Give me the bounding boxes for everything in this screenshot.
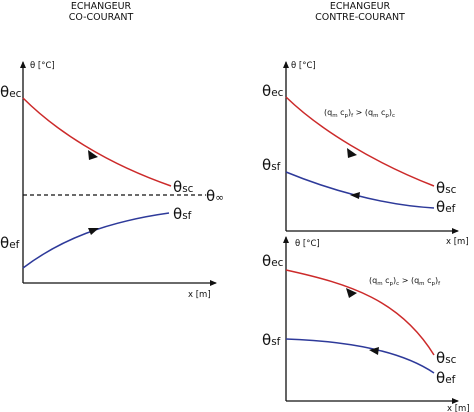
cocurrent-theta-ef-label: θef bbox=[0, 234, 20, 252]
counterflow-top-condition: (qm cp)f > (qm cp)c bbox=[324, 108, 395, 119]
cocurrent-title-line1: ECHANGEUR bbox=[71, 1, 132, 12]
counterflow-top-theta-ef-label: θef bbox=[436, 198, 456, 216]
cocurrent-panel: ECHANGEUR CO-COURANT θ [°C] x [m] θec θs… bbox=[0, 1, 224, 300]
counterflow-top-theta-ec-label: θec bbox=[262, 82, 284, 100]
counterflow-bottom-theta-sf-label: θsf bbox=[262, 331, 281, 349]
cocurrent-y-axis-label: θ [°C] bbox=[30, 61, 55, 71]
cocurrent-theta-ec-label: θec bbox=[0, 83, 22, 101]
counterflow-title-line1: ECHANGEUR bbox=[330, 1, 391, 12]
counterflow-top-y-axis-label: θ [°C] bbox=[291, 61, 316, 71]
counterflow-bottom-theta-sc-label: θsc bbox=[436, 349, 457, 367]
counterflow-top-hot-flow-arrow bbox=[347, 148, 357, 158]
counterflow-bottom-condition: (qm cp)c > (qm cp)f bbox=[369, 276, 441, 287]
counterflow-title-line2: CONTRE-COURANT bbox=[315, 12, 405, 23]
cocurrent-title-line2: CO-COURANT bbox=[69, 12, 134, 23]
counterflow-bottom-theta-ef-label: θef bbox=[436, 369, 456, 387]
cocurrent-x-axis-label: x [m] bbox=[188, 290, 211, 300]
counterflow-top-panel: θ [°C] x [m] (qm cp)f > (qm cp)c θec θsf… bbox=[262, 61, 469, 247]
cocurrent-theta-inf-label: θ∞ bbox=[206, 187, 224, 205]
counterflow-top-theta-sf-label: θsf bbox=[262, 156, 281, 174]
counterflow-top-theta-sc-label: θsc bbox=[436, 179, 457, 197]
cocurrent-hot-flow-arrow bbox=[88, 150, 98, 160]
cocurrent-hot-curve bbox=[23, 98, 171, 186]
counterflow-bottom-cold-curve bbox=[286, 339, 434, 373]
cocurrent-theta-sc-label: θsc bbox=[173, 178, 194, 196]
cocurrent-theta-sf-label: θsf bbox=[173, 205, 192, 223]
counterflow-bottom-panel: θ [°C] x [m] (qm cp)c > (qm cp)f θec θsf… bbox=[262, 237, 470, 412]
counterflow-top-cold-flow-arrow bbox=[350, 192, 360, 199]
counterflow-top-x-axis-label: x [m] bbox=[446, 237, 469, 247]
counterflow-bottom-x-axis-label: x [m] bbox=[447, 404, 470, 412]
cocurrent-cold-flow-arrow bbox=[88, 228, 99, 235]
counterflow-bottom-y-axis-label: θ [°C] bbox=[295, 239, 320, 249]
counterflow-bottom-theta-ec-label: θec bbox=[262, 252, 284, 270]
cocurrent-cold-curve bbox=[23, 213, 169, 268]
